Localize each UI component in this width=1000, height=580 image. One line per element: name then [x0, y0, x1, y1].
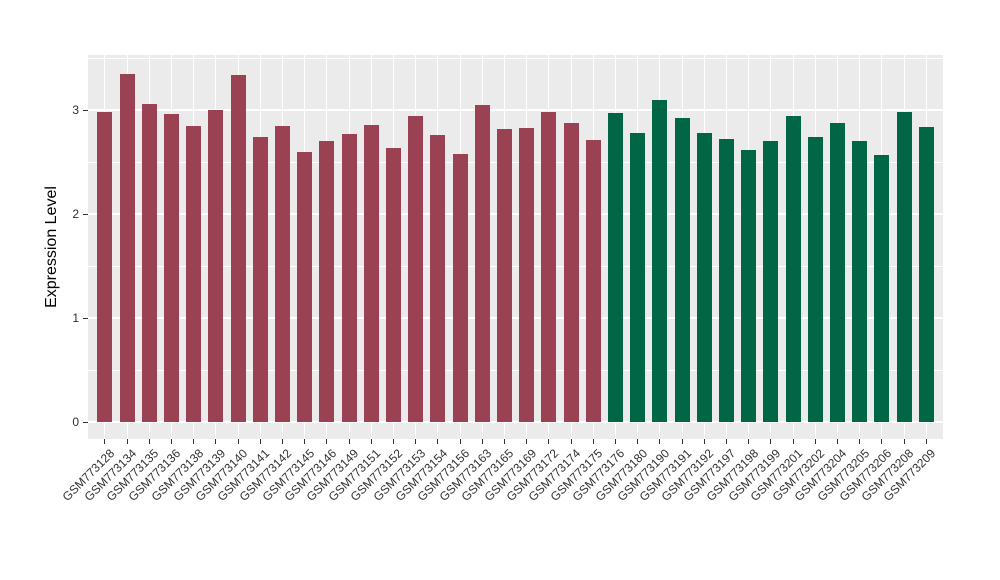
bar-GSM773151 — [363, 124, 379, 422]
bar-GSM773156 — [452, 153, 468, 422]
x-tick-mark — [259, 439, 261, 444]
x-tick-mark — [548, 439, 550, 444]
x-tick-mark — [415, 439, 417, 444]
x-tick-mark — [437, 439, 439, 444]
gridline-major-y — [88, 317, 943, 320]
y-tick-mark — [83, 317, 88, 319]
bar-GSM773204 — [829, 122, 845, 422]
gridline-major-y — [88, 213, 943, 216]
bar-GSM773134 — [119, 73, 135, 422]
x-tick-mark — [526, 439, 528, 444]
x-tick-mark — [881, 439, 883, 444]
x-tick-mark — [481, 439, 483, 444]
bar-GSM773141 — [252, 137, 268, 422]
x-tick-mark — [703, 439, 705, 444]
bar-GSM773165 — [496, 129, 512, 422]
bar-GSM773191 — [674, 117, 690, 422]
x-tick-mark — [215, 439, 217, 444]
bar-GSM773128 — [97, 112, 113, 422]
y-tick-label: 0 — [72, 415, 79, 429]
gridline-major-y — [88, 421, 943, 423]
x-tick-mark — [503, 439, 505, 444]
y-tick-mark — [83, 109, 88, 111]
bar-GSM773142 — [274, 125, 290, 422]
bar-GSM773135 — [141, 104, 157, 422]
bar-GSM773206 — [874, 154, 890, 422]
bar-GSM773205 — [852, 141, 868, 422]
bar-GSM773152 — [385, 147, 401, 422]
x-tick-mark — [459, 439, 461, 444]
y-tick-mark — [83, 421, 88, 423]
x-tick-mark — [903, 439, 905, 444]
x-tick-mark — [126, 439, 128, 444]
bar-GSM773153 — [408, 115, 424, 422]
bar-GSM773180 — [630, 133, 646, 422]
bar-GSM773174 — [563, 122, 579, 422]
x-tick-mark — [304, 439, 306, 444]
x-tick-mark — [570, 439, 572, 444]
y-tick-mark — [83, 213, 88, 215]
bar-GSM773154 — [430, 135, 446, 422]
bar-GSM773146 — [319, 141, 335, 422]
y-tick-label: 2 — [72, 207, 79, 222]
bar-GSM773201 — [785, 115, 801, 422]
gridline-major-y — [88, 109, 943, 112]
bar-GSM773199 — [763, 141, 779, 422]
x-tick-mark — [748, 439, 750, 444]
gridline-minor-y — [88, 57, 943, 59]
bar-GSM773176 — [607, 113, 623, 422]
x-tick-mark — [370, 439, 372, 444]
x-tick-mark — [592, 439, 594, 444]
x-tick-mark — [392, 439, 394, 444]
x-tick-mark — [348, 439, 350, 444]
bar-GSM773136 — [163, 114, 179, 422]
bar-GSM773140 — [230, 74, 246, 422]
bar-GSM773209 — [918, 126, 934, 422]
y-axis-title: Expression Level — [43, 186, 60, 308]
x-tick-mark — [281, 439, 283, 444]
x-tick-mark — [836, 439, 838, 444]
bar-GSM773202 — [807, 137, 823, 422]
y-tick-label: 1 — [72, 311, 79, 326]
bar-GSM773145 — [297, 151, 313, 422]
bar-GSM773175 — [585, 140, 601, 422]
x-tick-mark — [104, 439, 106, 444]
x-tick-mark — [859, 439, 861, 444]
bar-GSM773138 — [186, 125, 202, 422]
bar-GSM773149 — [341, 134, 357, 422]
x-tick-mark — [925, 439, 927, 444]
bar-GSM773198 — [741, 149, 757, 422]
bar-GSM773169 — [519, 127, 535, 422]
x-tick-mark — [725, 439, 727, 444]
gridline-minor-y — [88, 265, 943, 267]
bar-GSM773208 — [896, 112, 912, 422]
x-tick-mark — [681, 439, 683, 444]
x-tick-mark — [770, 439, 772, 444]
x-tick-mark — [237, 439, 239, 444]
x-tick-mark — [637, 439, 639, 444]
x-tick-mark — [814, 439, 816, 444]
plot-panel — [88, 55, 943, 439]
y-tick-label: 3 — [72, 103, 79, 118]
bar-GSM773197 — [718, 139, 734, 422]
x-tick-mark — [614, 439, 616, 444]
x-tick-mark — [148, 439, 150, 444]
x-tick-mark — [659, 439, 661, 444]
x-tick-mark — [170, 439, 172, 444]
x-tick-mark — [792, 439, 794, 444]
bar-GSM773192 — [696, 133, 712, 422]
bar-GSM773172 — [541, 112, 557, 422]
gridline-minor-y — [88, 369, 943, 371]
bar-GSM773139 — [208, 110, 224, 422]
bar-GSM773163 — [474, 105, 490, 422]
x-tick-mark — [326, 439, 328, 444]
bar-GSM773190 — [652, 99, 668, 422]
gridline-minor-y — [88, 161, 943, 163]
x-tick-mark — [193, 439, 195, 444]
